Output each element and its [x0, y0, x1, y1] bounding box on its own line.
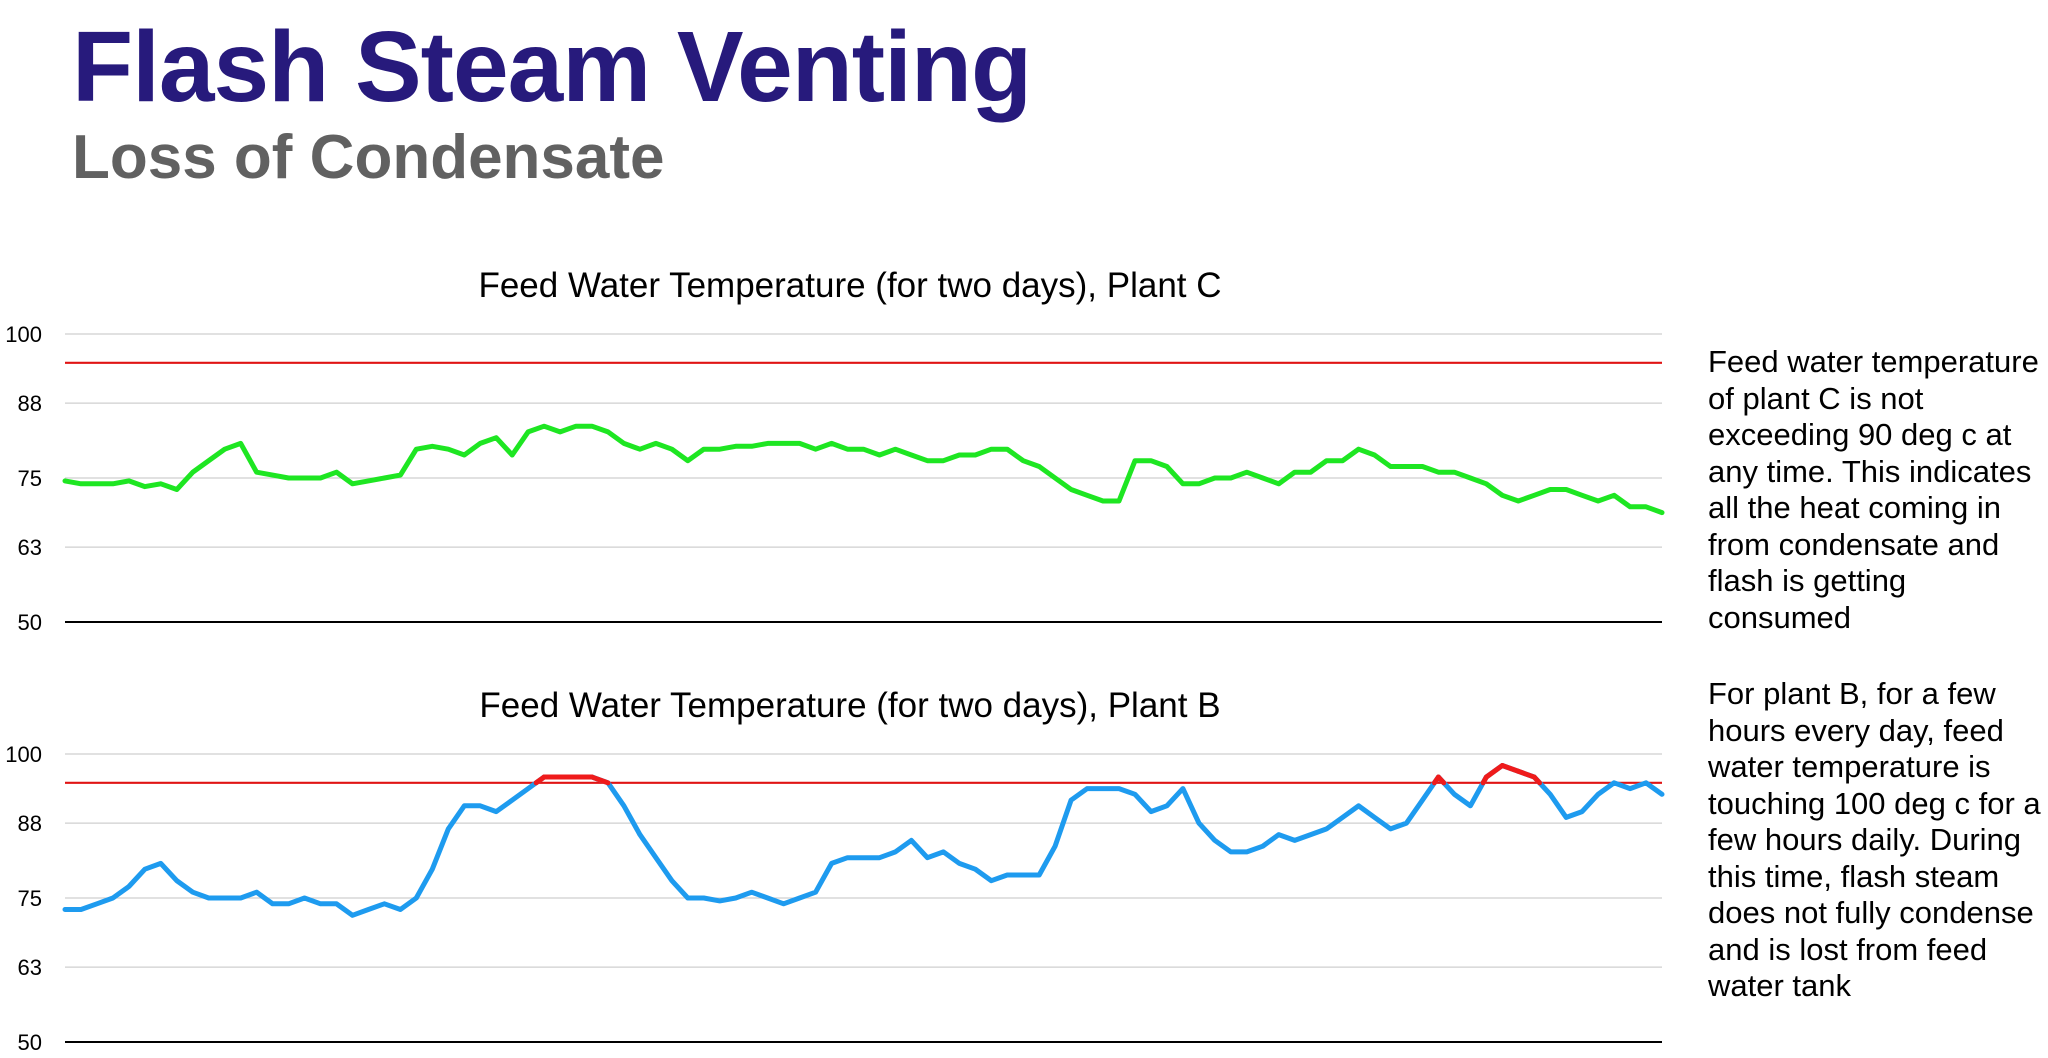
y-tick-label: 100 — [5, 742, 42, 767]
series-line — [62, 763, 1665, 918]
y-tick-label: 75 — [18, 466, 42, 491]
above-threshold-segment — [1531, 774, 1543, 786]
above-threshold-segment — [1483, 763, 1505, 780]
y-tick-label: 63 — [18, 955, 42, 980]
page-subtitle: Loss of Condensate — [72, 123, 665, 192]
note-plant-b: For plant B, for a few hours every day, … — [1708, 676, 2041, 1003]
above-threshold-segment — [1435, 774, 1447, 786]
y-tick-label: 75 — [18, 886, 42, 911]
chart-plant-c: 50 63 75 88 100 — [5, 322, 1665, 635]
series-line — [62, 423, 1665, 516]
chart-plant-b: 50 63 75 88 100 — [5, 742, 1665, 1055]
above-threshold-segment — [1515, 768, 1537, 780]
y-tick-label: 88 — [18, 391, 42, 416]
y-tick-label: 88 — [18, 811, 42, 836]
y-tick-label: 63 — [18, 535, 42, 560]
y-tick-label: 50 — [18, 610, 42, 635]
y-tick-label: 100 — [5, 322, 42, 347]
chart-title-plant-c: Feed Water Temperature (for two days), P… — [478, 266, 1222, 305]
y-tick-label: 50 — [18, 1030, 42, 1055]
note-plant-c: Feed water temperature of plant C is not… — [1708, 344, 2039, 635]
above-threshold-segment — [589, 774, 611, 786]
above-threshold-segment — [1499, 763, 1521, 774]
chart-title-plant-b: Feed Water Temperature (for two days), P… — [479, 686, 1221, 725]
page-title: Flash Steam Venting — [72, 11, 1032, 123]
